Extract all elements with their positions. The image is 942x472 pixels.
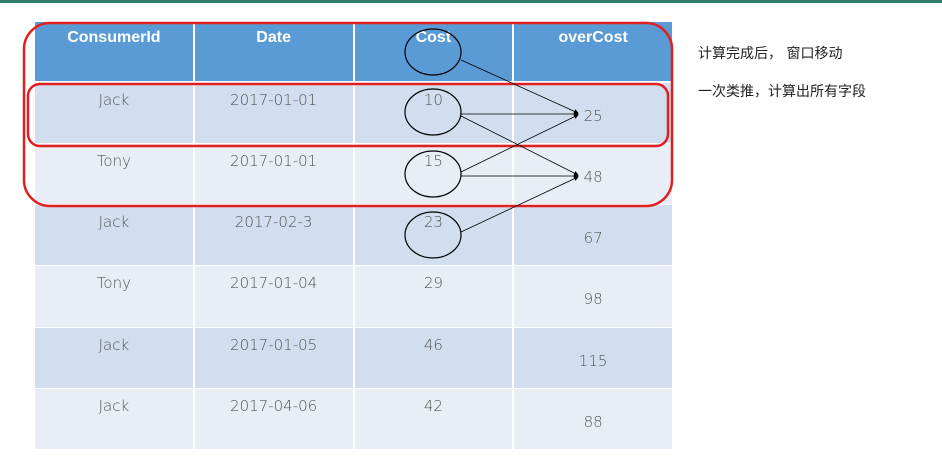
top-accent-line xyxy=(0,0,942,3)
cell-date: 2017-01-01 xyxy=(192,82,355,144)
cell-date: 2017-01-04 xyxy=(192,265,355,328)
cost-table: ConsumerId Date Cost overCost Jack 2017-… xyxy=(33,22,674,451)
cell-date: 2017-04-06 xyxy=(192,388,355,451)
cell-cost: 15 xyxy=(352,143,515,206)
cell-consumer: Tony xyxy=(33,265,195,328)
header-date: Date xyxy=(192,22,355,83)
cell-cost: 29 xyxy=(352,265,515,328)
header-row: ConsumerId Date Cost overCost xyxy=(33,22,674,83)
cell-cost: 42 xyxy=(352,388,515,451)
cell-overcost: 115 xyxy=(512,327,674,389)
cell-date: 2017-01-05 xyxy=(192,327,355,389)
cell-overcost: 98 xyxy=(512,265,674,328)
cell-overcost: 25 xyxy=(512,82,674,144)
cell-cost: 23 xyxy=(352,204,515,267)
cell-consumer: Jack xyxy=(33,82,195,144)
cell-consumer: Tony xyxy=(33,143,195,206)
cell-consumer: Jack xyxy=(33,388,195,451)
table-row: Jack 2017-02-3 23 67 xyxy=(33,204,674,267)
cell-overcost: 48 xyxy=(512,143,674,206)
note-window-moves: 计算完成后， 窗口移动 xyxy=(698,46,843,62)
cell-overcost: 88 xyxy=(512,388,674,451)
cell-date: 2017-02-3 xyxy=(192,204,355,267)
header-cost: Cost xyxy=(352,22,515,83)
cell-overcost: 67 xyxy=(512,204,674,267)
header-overcost: overCost xyxy=(512,22,674,83)
cell-cost: 46 xyxy=(352,327,515,389)
cell-consumer: Jack xyxy=(33,327,195,389)
cell-consumer: Jack xyxy=(33,204,195,267)
table-row: Jack 2017-01-01 10 25 xyxy=(33,82,674,144)
table-row: Jack 2017-04-06 42 88 xyxy=(33,388,674,451)
table-row: Tony 2017-01-04 29 98 xyxy=(33,265,674,328)
cell-date: 2017-01-01 xyxy=(192,143,355,206)
header-consumerid: ConsumerId xyxy=(33,22,195,83)
table-row: Jack 2017-01-05 46 115 xyxy=(33,327,674,389)
cell-cost: 10 xyxy=(352,82,515,144)
note-compute-all-fields: 一次类推，计算出所有字段 xyxy=(698,84,866,100)
table-row: Tony 2017-01-01 15 48 xyxy=(33,143,674,206)
